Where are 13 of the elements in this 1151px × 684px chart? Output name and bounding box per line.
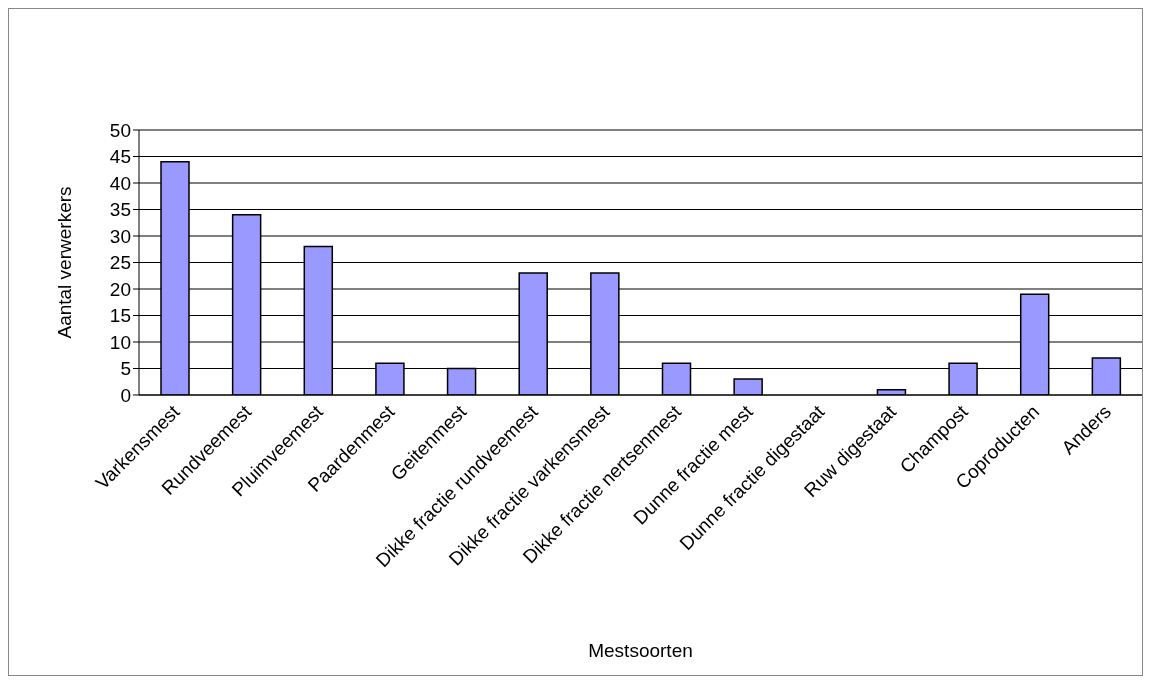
x-axis-title: Mestsoorten xyxy=(588,640,693,661)
y-tick-label: 25 xyxy=(109,252,131,274)
y-tick-label: 35 xyxy=(109,199,131,221)
y-axis-title: Aantal verwerkers xyxy=(53,186,75,339)
y-tick-label: 5 xyxy=(120,358,131,380)
y-tick-label: 40 xyxy=(109,172,131,194)
y-tick-label: 50 xyxy=(109,119,131,141)
y-tick-label: 20 xyxy=(109,278,131,300)
y-tick-label: 30 xyxy=(109,225,131,247)
y-tick-label: 0 xyxy=(120,384,131,406)
y-tick-label: 10 xyxy=(109,331,131,353)
y-tick-label: 45 xyxy=(109,146,131,168)
y-tick-label: 15 xyxy=(109,305,131,327)
